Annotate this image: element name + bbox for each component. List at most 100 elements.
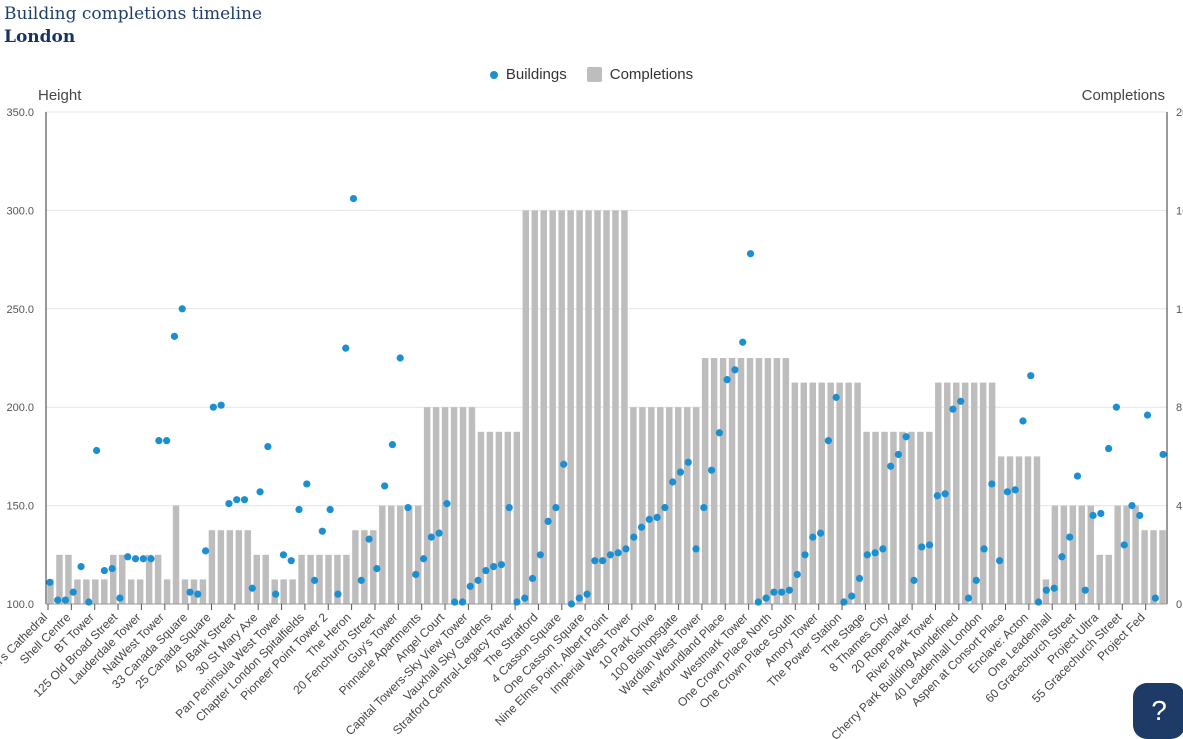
building-point xyxy=(497,561,506,569)
completions-bar xyxy=(926,431,933,604)
left-tick-label: 350.0 xyxy=(6,107,34,119)
building-point xyxy=(575,594,583,602)
building-point xyxy=(536,551,544,559)
completions-bar xyxy=(737,358,745,604)
completions-bar xyxy=(585,210,592,604)
completions-bar xyxy=(432,407,440,604)
building-point xyxy=(505,503,513,512)
right-tick-label: 20 xyxy=(1176,107,1183,119)
completions-bar xyxy=(118,554,126,604)
help-button[interactable]: ? xyxy=(1133,683,1183,739)
completions-bar xyxy=(1132,505,1139,604)
building-point xyxy=(816,529,825,537)
building-point xyxy=(155,437,163,445)
left-tick-label: 100.0 xyxy=(6,599,34,611)
building-point xyxy=(692,545,700,553)
completions-bar xyxy=(522,210,530,604)
building-point xyxy=(645,515,653,523)
building-point xyxy=(427,533,435,541)
completions-bar xyxy=(531,210,538,604)
building-point xyxy=(941,490,949,498)
legend: Buildings Completions xyxy=(0,66,1183,83)
completions-bar xyxy=(459,407,467,604)
completions-bar xyxy=(612,210,619,604)
completions-bar xyxy=(1114,505,1121,604)
building-point xyxy=(381,482,389,490)
completions-bar xyxy=(1078,505,1086,604)
building-point xyxy=(186,588,194,596)
building-point xyxy=(482,566,490,575)
building-point xyxy=(988,480,996,488)
building-point xyxy=(85,598,93,606)
building-point xyxy=(93,446,101,455)
building-point xyxy=(100,566,108,575)
building-point xyxy=(560,460,568,468)
completions-bar xyxy=(639,407,646,604)
building-point xyxy=(637,523,646,531)
building-point xyxy=(310,576,319,584)
completions-bar xyxy=(154,554,162,604)
completions-bar xyxy=(809,382,816,604)
legend-item-completions[interactable]: Completions xyxy=(586,66,693,83)
completions-bar xyxy=(970,382,978,604)
completions-bar xyxy=(56,554,63,604)
completions-bar xyxy=(1087,505,1095,604)
completions-bar xyxy=(379,505,386,604)
completions-bar xyxy=(683,407,691,604)
building-point xyxy=(201,547,210,555)
building-point xyxy=(131,555,140,563)
completions-bar xyxy=(110,554,117,604)
building-point xyxy=(1019,417,1027,425)
completions-bar xyxy=(74,579,81,604)
building-point xyxy=(1034,598,1043,606)
completions-bar xyxy=(65,554,72,604)
completions-bar xyxy=(603,210,610,604)
legend-marker-completions xyxy=(586,67,602,82)
building-point xyxy=(1050,584,1058,592)
building-point xyxy=(490,563,498,571)
building-point xyxy=(1112,403,1120,411)
building-point xyxy=(474,576,482,584)
completions-bar xyxy=(1123,505,1130,604)
building-point xyxy=(1058,553,1066,561)
building-point xyxy=(147,555,155,563)
completions-bar xyxy=(298,554,305,604)
completions-bar xyxy=(755,358,763,604)
building-point xyxy=(567,600,576,608)
completions-bar xyxy=(83,579,90,604)
completions-bar xyxy=(262,554,269,604)
building-point xyxy=(466,582,474,590)
building-point xyxy=(933,492,941,500)
building-point xyxy=(342,344,350,352)
building-point xyxy=(887,462,895,470)
building-point xyxy=(614,549,622,557)
completions-bar xyxy=(728,358,736,604)
building-point xyxy=(513,598,521,606)
completions-bar xyxy=(746,358,754,604)
building-point xyxy=(894,450,903,459)
completions-bar xyxy=(576,210,583,604)
building-point xyxy=(435,529,443,537)
completions-bar xyxy=(1069,505,1077,604)
building-point xyxy=(700,503,708,512)
completions-bar xyxy=(423,407,431,604)
legend-item-buildings[interactable]: Buildings xyxy=(489,66,567,83)
left-tick-label: 300.0 xyxy=(6,205,34,217)
completions-bar xyxy=(818,382,825,604)
completions-bar xyxy=(1015,456,1023,604)
building-point xyxy=(1128,502,1136,510)
building-point xyxy=(1143,411,1152,419)
completions-bar xyxy=(872,431,879,604)
building-point xyxy=(707,466,716,474)
building-point xyxy=(388,440,397,449)
completions-bar xyxy=(1150,530,1157,604)
completions-bar xyxy=(334,554,341,604)
completions-bar xyxy=(181,579,189,604)
completions-bar xyxy=(477,431,485,604)
building-point xyxy=(1151,594,1159,602)
building-point xyxy=(544,517,552,525)
building-point xyxy=(46,578,54,586)
completions-bar xyxy=(657,407,664,604)
building-point xyxy=(528,574,537,583)
building-point xyxy=(443,500,451,508)
